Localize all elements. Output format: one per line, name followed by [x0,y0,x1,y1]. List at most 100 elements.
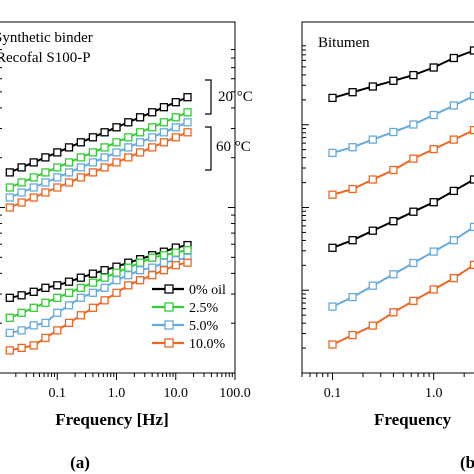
data-point [124,263,133,272]
data-point [135,138,145,147]
x-tick-label: 100.0 [219,386,251,401]
data-point [171,113,180,122]
data-point [171,98,180,107]
data-point [469,175,474,184]
data-point [88,288,98,297]
data-point [348,88,357,97]
data-point [429,285,438,294]
x-tick-label: 0.1 [324,386,342,401]
series-2 [5,118,192,202]
data-point [64,318,74,328]
data-point [29,303,38,312]
data-point [328,93,337,103]
data-point [17,308,26,317]
data-point [100,128,109,137]
legend-item-3: 10.0% [152,337,226,352]
data-point [29,158,38,167]
data-point [429,110,438,120]
series-line [9,244,188,299]
data-point [368,82,377,91]
data-point [135,113,145,122]
data-point [328,243,337,252]
data-point [135,148,145,157]
series-2 [328,125,474,199]
data-point [469,222,474,232]
data-point [29,193,38,202]
data-point [348,330,357,340]
data-point [389,270,398,279]
data-point [17,188,26,197]
data-point [41,333,50,343]
data-point [389,217,398,226]
data-point [368,281,377,290]
data-point [64,301,74,310]
data-point [5,328,14,338]
data-point [328,148,337,158]
data-point [409,70,418,80]
data-point [159,251,169,260]
data-point [124,271,133,280]
data-point [41,168,50,177]
panel-b: 0.1 1.0 Bitumen Frequency (b [301,21,474,472]
series-3 [5,128,192,212]
data-point [135,266,145,275]
x-tick-label: 10.0 [164,386,189,401]
data-point [112,158,121,167]
data-point [64,277,74,286]
series-0 [328,46,474,103]
data-point [124,143,133,152]
data-point [88,278,98,287]
data-point [368,321,377,330]
label-20c: 20 °C [218,89,253,105]
series-5 [5,245,192,322]
data-point [409,258,418,268]
data-point [5,203,14,212]
data-point [41,188,50,197]
data-point [53,163,62,172]
data-point [135,128,145,137]
data-point [88,168,98,177]
panel-a-series [5,93,192,355]
data-point [5,313,14,322]
label-60c: 60 °C [216,139,251,155]
data-point [148,143,157,152]
data-point [429,144,438,154]
data-point [429,198,438,207]
data-point [469,260,474,270]
data-point [348,184,357,194]
data-point [409,207,418,216]
data-point [183,258,192,267]
data-point [88,148,98,157]
legend-label-0: 0% oil [189,283,226,298]
data-point [348,143,357,152]
data-point [53,183,62,192]
data-point [368,135,377,144]
data-point [29,183,38,192]
legend-marker-2 [164,320,174,330]
data-point [100,283,109,292]
data-point [409,296,418,306]
data-point [53,281,62,290]
data-point [183,108,192,117]
series-line [9,96,188,174]
data-point [159,118,169,127]
series-7 [5,258,192,355]
data-point [53,173,62,182]
data-point [17,178,26,187]
data-point [100,266,109,275]
data-point [64,178,74,187]
data-point [368,226,377,235]
data-point [124,153,133,162]
data-point [159,266,169,275]
data-point [88,269,98,278]
data-point [17,163,26,172]
series-line [9,261,188,352]
data-point [449,236,458,245]
data-point [135,276,145,285]
panel-a-annotation-line1: Synthetic binder [0,30,93,46]
series-1 [328,91,474,158]
data-point [53,326,62,335]
data-point [76,273,85,282]
data-point [389,127,398,137]
data-point [449,186,458,196]
